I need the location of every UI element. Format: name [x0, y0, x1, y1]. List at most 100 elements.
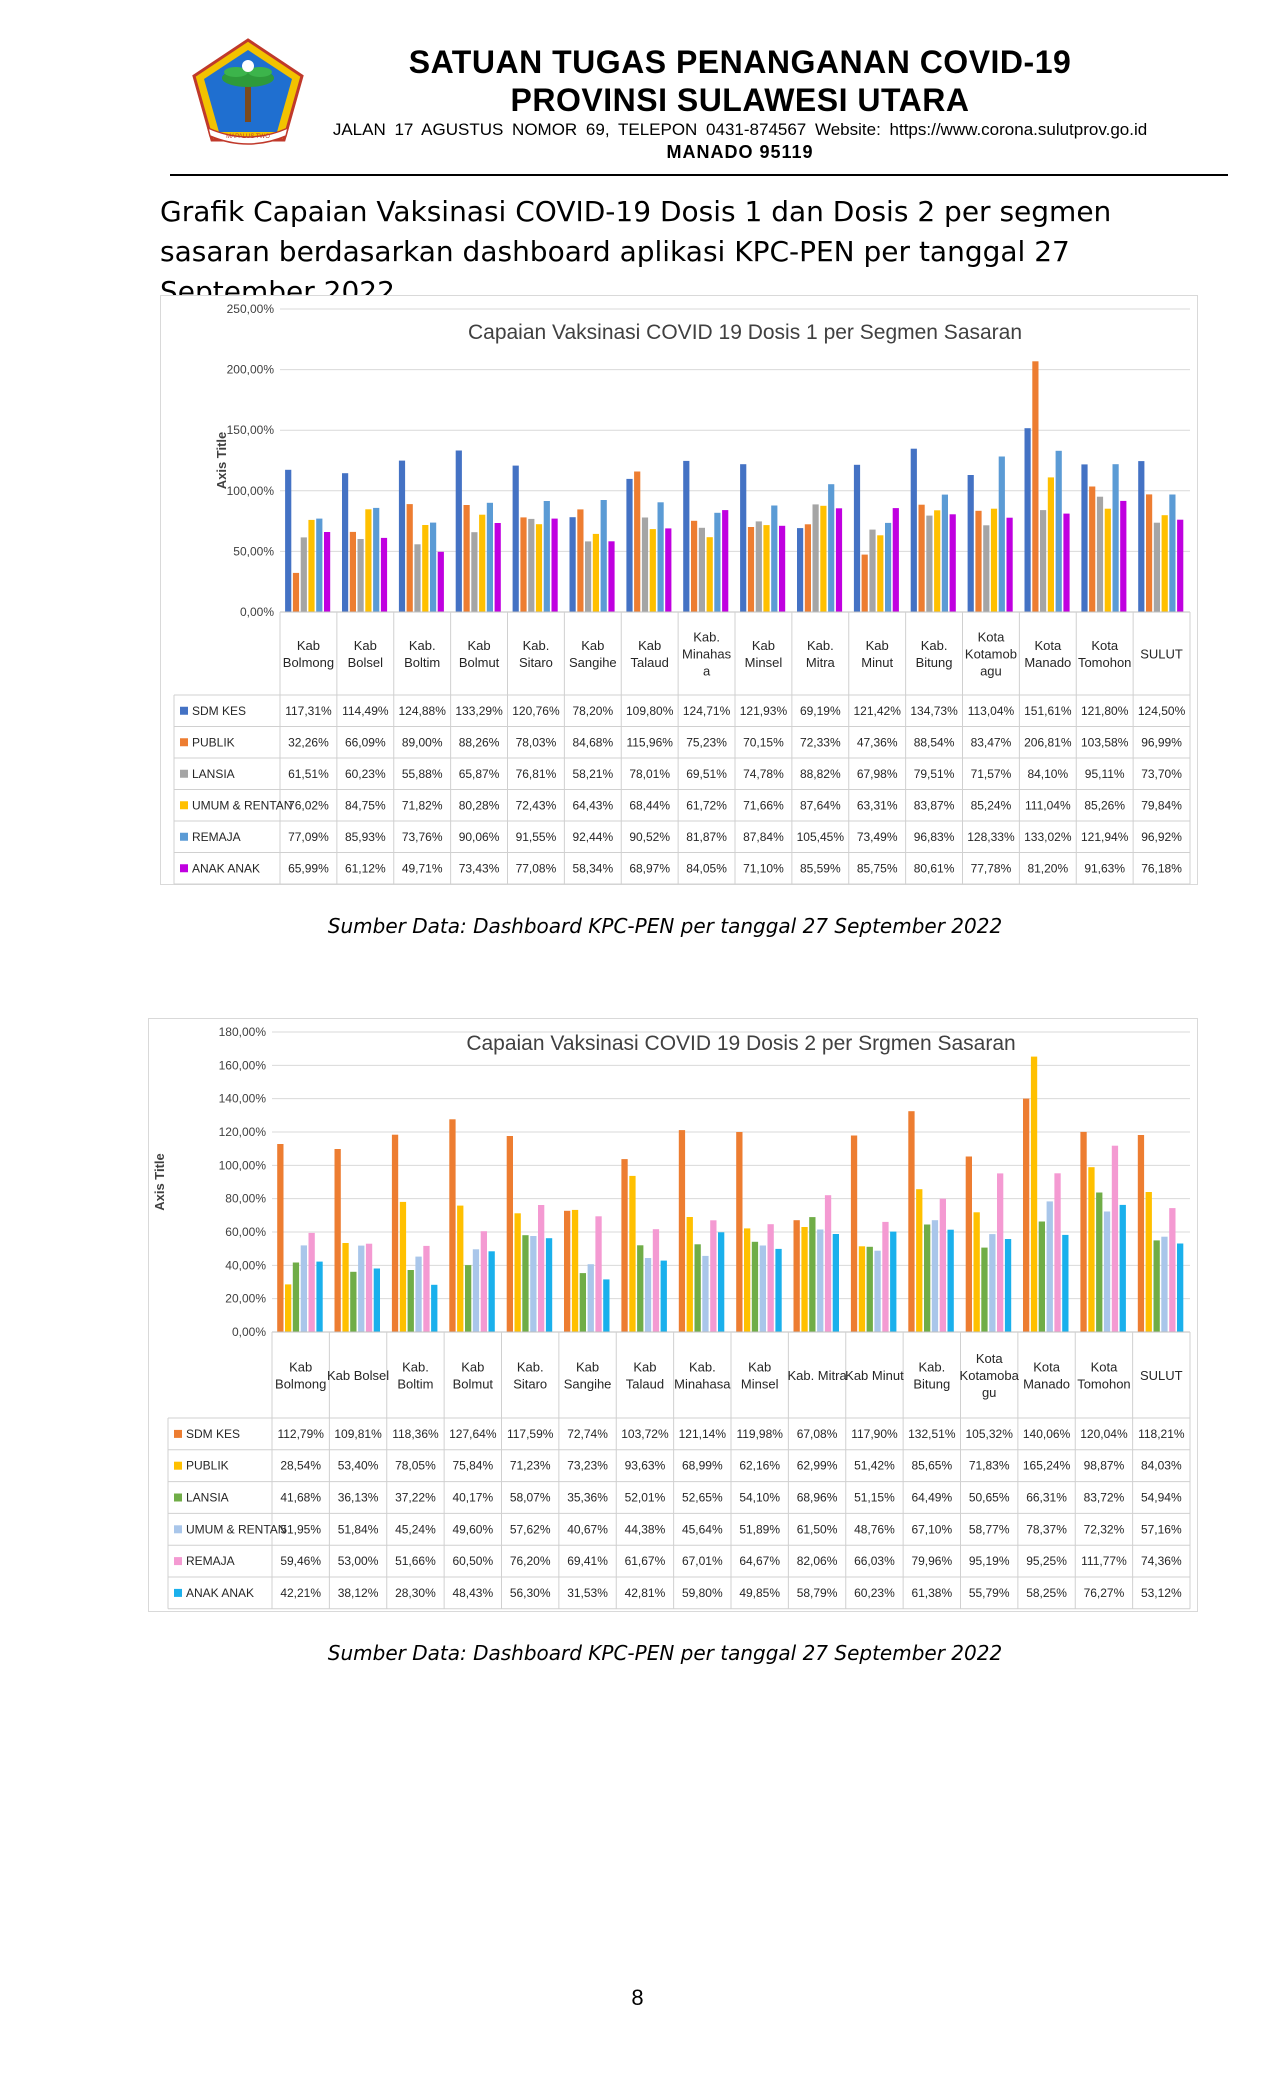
data-label: 57,62%: [510, 1522, 551, 1536]
y-tick-label: 50,00%: [233, 544, 274, 558]
data-label: 53,40%: [338, 1459, 379, 1473]
bar: [877, 535, 884, 612]
bar: [997, 1173, 1004, 1332]
bar: [1153, 1240, 1160, 1332]
bar: [981, 1247, 988, 1332]
bar: [1046, 1201, 1053, 1332]
data-label: 91,55%: [516, 830, 557, 844]
bar: [514, 1213, 521, 1332]
data-label: 35,36%: [567, 1491, 608, 1505]
bar: [494, 523, 501, 612]
x-tick-label: SULUT: [1140, 647, 1183, 662]
bar: [571, 1209, 579, 1332]
data-label: 48,76%: [854, 1522, 895, 1536]
data-label: 65,87%: [459, 767, 500, 781]
data-label: 58,34%: [572, 861, 613, 875]
legend-label: SDM KES: [192, 704, 246, 718]
legend-swatch: [180, 738, 188, 747]
x-tick-label: Manado: [1024, 655, 1071, 670]
bar: [740, 464, 747, 612]
data-label: 120,76%: [512, 704, 560, 718]
data-label: 88,54%: [914, 735, 955, 749]
data-label: 32,26%: [288, 735, 329, 749]
data-label: 64,43%: [572, 798, 613, 812]
x-tick-label: Kab.: [918, 1360, 945, 1375]
data-label: 51,15%: [854, 1491, 895, 1505]
bar: [579, 1273, 586, 1332]
bar: [1161, 515, 1168, 612]
bar: [722, 510, 729, 612]
x-tick-label: Kab.: [523, 638, 550, 653]
data-label: 66,03%: [854, 1554, 895, 1568]
bar: [910, 448, 917, 612]
legend-label: ANAK ANAK: [186, 1586, 254, 1600]
data-label: 73,23%: [567, 1459, 608, 1473]
data-label: 95,25%: [1026, 1554, 1067, 1568]
data-label: 41,68%: [280, 1491, 321, 1505]
bar: [926, 515, 933, 612]
bar: [1038, 1221, 1045, 1332]
bar: [934, 510, 941, 612]
legend-label: UMUM & RENTAN: [186, 1522, 286, 1536]
bar: [1137, 1135, 1145, 1332]
data-label: 36,13%: [338, 1491, 379, 1505]
bar: [702, 1255, 709, 1332]
data-label: 84,03%: [1141, 1459, 1182, 1473]
data-label: 54,94%: [1141, 1491, 1182, 1505]
data-label: 78,03%: [516, 735, 557, 749]
y-tick-label: 20,00%: [225, 1292, 266, 1306]
data-label: 109,80%: [626, 704, 674, 718]
x-tick-label: Bolmut: [459, 655, 500, 670]
bar: [324, 532, 331, 612]
data-label: 84,05%: [686, 861, 727, 875]
bar: [595, 1216, 602, 1332]
x-tick-label: Minsel: [741, 1377, 779, 1392]
y-tick-label: 150,00%: [227, 423, 275, 437]
bar: [1120, 500, 1127, 612]
header-title-line-1: SATUAN TUGAS PENANGANAN COVID-19: [408, 44, 1072, 80]
x-tick-label: agu: [980, 664, 1002, 679]
data-label: 133,02%: [1024, 830, 1072, 844]
data-label: 52,65%: [682, 1491, 723, 1505]
legend-swatch: [180, 864, 188, 873]
data-label: 40,67%: [567, 1522, 608, 1536]
header-address: JALAN 17 AGUSTUS NOMOR 69, TELEPON 0431-…: [332, 120, 1148, 139]
data-label: 38,12%: [338, 1586, 379, 1600]
data-label: 90,06%: [459, 830, 500, 844]
chart-frame: [148, 1018, 1198, 1612]
bar: [603, 1279, 610, 1332]
bar: [931, 1220, 939, 1332]
data-label: 61,67%: [625, 1554, 666, 1568]
data-label: 89,00%: [402, 735, 443, 749]
source-note-1: Sumber Data: Dashboard KPC-PEN per tangg…: [327, 914, 1003, 938]
data-label: 51,66%: [395, 1554, 436, 1568]
data-label: 85,24%: [971, 798, 1012, 812]
bar: [292, 572, 300, 612]
bar: [1030, 1056, 1038, 1332]
bar: [759, 1245, 766, 1332]
bar: [316, 1261, 323, 1332]
data-label: 71,83%: [969, 1459, 1010, 1473]
data-label: 85,75%: [857, 861, 898, 875]
bar: [480, 1231, 487, 1332]
y-axis-title: Axis Title: [152, 1153, 167, 1211]
legend-swatch: [180, 832, 188, 841]
bar: [990, 508, 998, 612]
bar: [530, 1236, 537, 1332]
bar: [858, 1246, 866, 1332]
bar: [973, 1212, 980, 1332]
bar: [1096, 496, 1104, 612]
bar: [1062, 1234, 1069, 1332]
data-label: 119,98%: [736, 1427, 783, 1441]
data-label: 96,83%: [914, 830, 955, 844]
y-tick-label: 100,00%: [227, 484, 275, 498]
bar: [373, 507, 380, 612]
data-label: 81,20%: [1027, 861, 1068, 875]
data-label: 66,09%: [345, 735, 386, 749]
x-tick-label: Kab Bolsel: [327, 1368, 389, 1383]
bar: [292, 1262, 300, 1332]
province-logo: MAPALUS TWO: [188, 36, 308, 146]
bar: [657, 502, 664, 612]
bar: [869, 529, 876, 612]
bar: [820, 505, 827, 612]
